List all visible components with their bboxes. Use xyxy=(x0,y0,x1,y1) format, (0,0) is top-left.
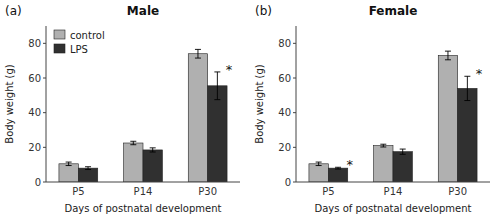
bar xyxy=(208,86,227,182)
y-tick-label: 20 xyxy=(278,142,291,153)
error-bar xyxy=(214,72,220,100)
y-tick xyxy=(43,43,46,44)
error-bar xyxy=(150,148,156,152)
title: Female xyxy=(369,4,418,18)
y-tick-label: 60 xyxy=(278,73,291,84)
x-tick-label: P5 xyxy=(72,186,84,197)
y-tick xyxy=(43,78,46,79)
legend-swatch xyxy=(54,44,65,53)
error-bar xyxy=(85,167,91,170)
error-bar xyxy=(400,149,406,154)
y-tick xyxy=(43,147,46,148)
y-tick xyxy=(293,43,296,44)
y-axis-line xyxy=(46,26,47,182)
y-axis-line xyxy=(296,26,297,182)
panel-label: (b) xyxy=(255,4,272,18)
y-tick xyxy=(293,147,296,148)
panel: 0 20 40 60 80 P5 P14 P30 Days of postnatal devel… xyxy=(4,4,240,214)
bar xyxy=(59,164,78,182)
error-bar xyxy=(130,141,136,144)
bar xyxy=(393,152,412,182)
y-tick-label: 0 xyxy=(285,177,291,188)
y-tick xyxy=(293,182,296,183)
bar xyxy=(438,55,457,182)
bar xyxy=(143,150,162,182)
x-axis-line xyxy=(46,182,240,183)
error-bar xyxy=(316,162,322,165)
x-tick-label: P14 xyxy=(384,186,403,197)
y-tick-label: 80 xyxy=(28,38,41,49)
page: {"chart_data": [ {"type": "bar", "title"… xyxy=(0,0,500,218)
bar xyxy=(309,164,328,182)
error-bar xyxy=(380,144,386,147)
annotation: * xyxy=(226,62,233,77)
marks xyxy=(309,51,477,182)
y-tick-label: 60 xyxy=(28,73,41,84)
error-bar xyxy=(195,49,201,58)
x-tick-label: P5 xyxy=(322,186,334,197)
y-axis-label: Body weight (g) xyxy=(254,64,265,144)
bar xyxy=(328,168,347,182)
panel: 0 20 40 60 80 P5 P14 P30 Days of postnatal devel… xyxy=(254,4,490,214)
legend: control LPS xyxy=(54,30,105,55)
marks xyxy=(59,49,227,182)
error-bar xyxy=(66,162,72,165)
annotation: * xyxy=(476,66,483,81)
bar xyxy=(124,143,143,182)
error-bar xyxy=(445,51,451,60)
legend-swatch xyxy=(54,30,65,39)
y-tick-label: 20 xyxy=(28,142,41,153)
x-axis-line xyxy=(296,182,490,183)
y-axis-label: Body weight (g) xyxy=(4,64,15,144)
legend-label: control xyxy=(70,30,105,41)
x-tick-label: P14 xyxy=(134,186,153,197)
bar xyxy=(374,146,393,182)
y-tick-label: 80 xyxy=(278,38,291,49)
x-tick-label: P30 xyxy=(448,186,467,197)
y-tick-label: 40 xyxy=(28,107,41,118)
panel-label: (a) xyxy=(5,4,22,18)
bar xyxy=(458,88,477,182)
x-axis-label: Days of postnatal development xyxy=(315,203,472,214)
y-tick-label: 0 xyxy=(35,177,41,188)
x-axis-label: Days of postnatal development xyxy=(65,203,222,214)
annotation: * xyxy=(346,157,353,172)
y-tick-label: 40 xyxy=(278,107,291,118)
y-tick xyxy=(293,112,296,113)
legend-label: LPS xyxy=(70,44,88,55)
x-tick-label: P30 xyxy=(198,186,217,197)
chart-root: 0 20 40 60 80 P5 P14 P30 Days of postnatal devel… xyxy=(0,0,500,218)
y-tick xyxy=(293,78,296,79)
y-tick xyxy=(43,112,46,113)
bar xyxy=(78,168,97,182)
bar xyxy=(188,54,207,182)
error-bar xyxy=(335,167,341,169)
error-bar xyxy=(464,76,470,100)
y-tick xyxy=(43,182,46,183)
title: Male xyxy=(127,4,159,18)
